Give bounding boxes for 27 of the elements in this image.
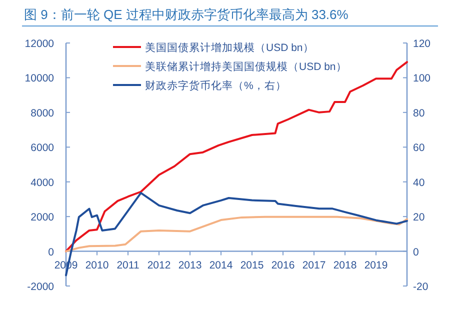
y2-tick-label: 80	[413, 107, 425, 120]
x-tick-label: 2012	[147, 259, 171, 272]
title: 图 9：前一轮 QE 过程中财政赤字货币化率最高为 33.6%	[24, 7, 348, 22]
y-tick-label: 6000	[30, 142, 54, 154]
x-tick-label: 2014	[209, 259, 233, 272]
y2-tick-label: 60	[413, 142, 425, 154]
y-tick-label: -2000	[27, 281, 54, 293]
y2-tick-label: 100	[413, 72, 431, 85]
x-tick-label: 2015	[240, 259, 264, 272]
y-tick-label: 8000	[30, 107, 54, 120]
x-tick-label: 2016	[271, 259, 295, 272]
y2-tick-label: 40	[413, 176, 425, 189]
x-tick-label: 2011	[116, 259, 140, 272]
y2-tick-label: -20	[413, 281, 428, 293]
y2-tick-label: 0	[413, 246, 419, 258]
y-tick-label: 0	[48, 246, 54, 258]
y-tick-label: 10000	[24, 72, 54, 85]
y-tick-label: 4000	[30, 176, 54, 189]
y2-tick-label: 120	[413, 38, 431, 50]
x-tick-label: 2013	[178, 259, 202, 272]
x-tick-label: 2018	[333, 259, 357, 272]
y2-tick-label: 20	[413, 212, 425, 224]
y-tick-label: 12000	[24, 38, 54, 50]
x-tick-label: 2019	[364, 259, 388, 272]
x-tick-label: 2010	[85, 259, 109, 272]
y-tick-label: 2000	[30, 212, 54, 224]
x-tick-label: 2017	[302, 259, 326, 272]
